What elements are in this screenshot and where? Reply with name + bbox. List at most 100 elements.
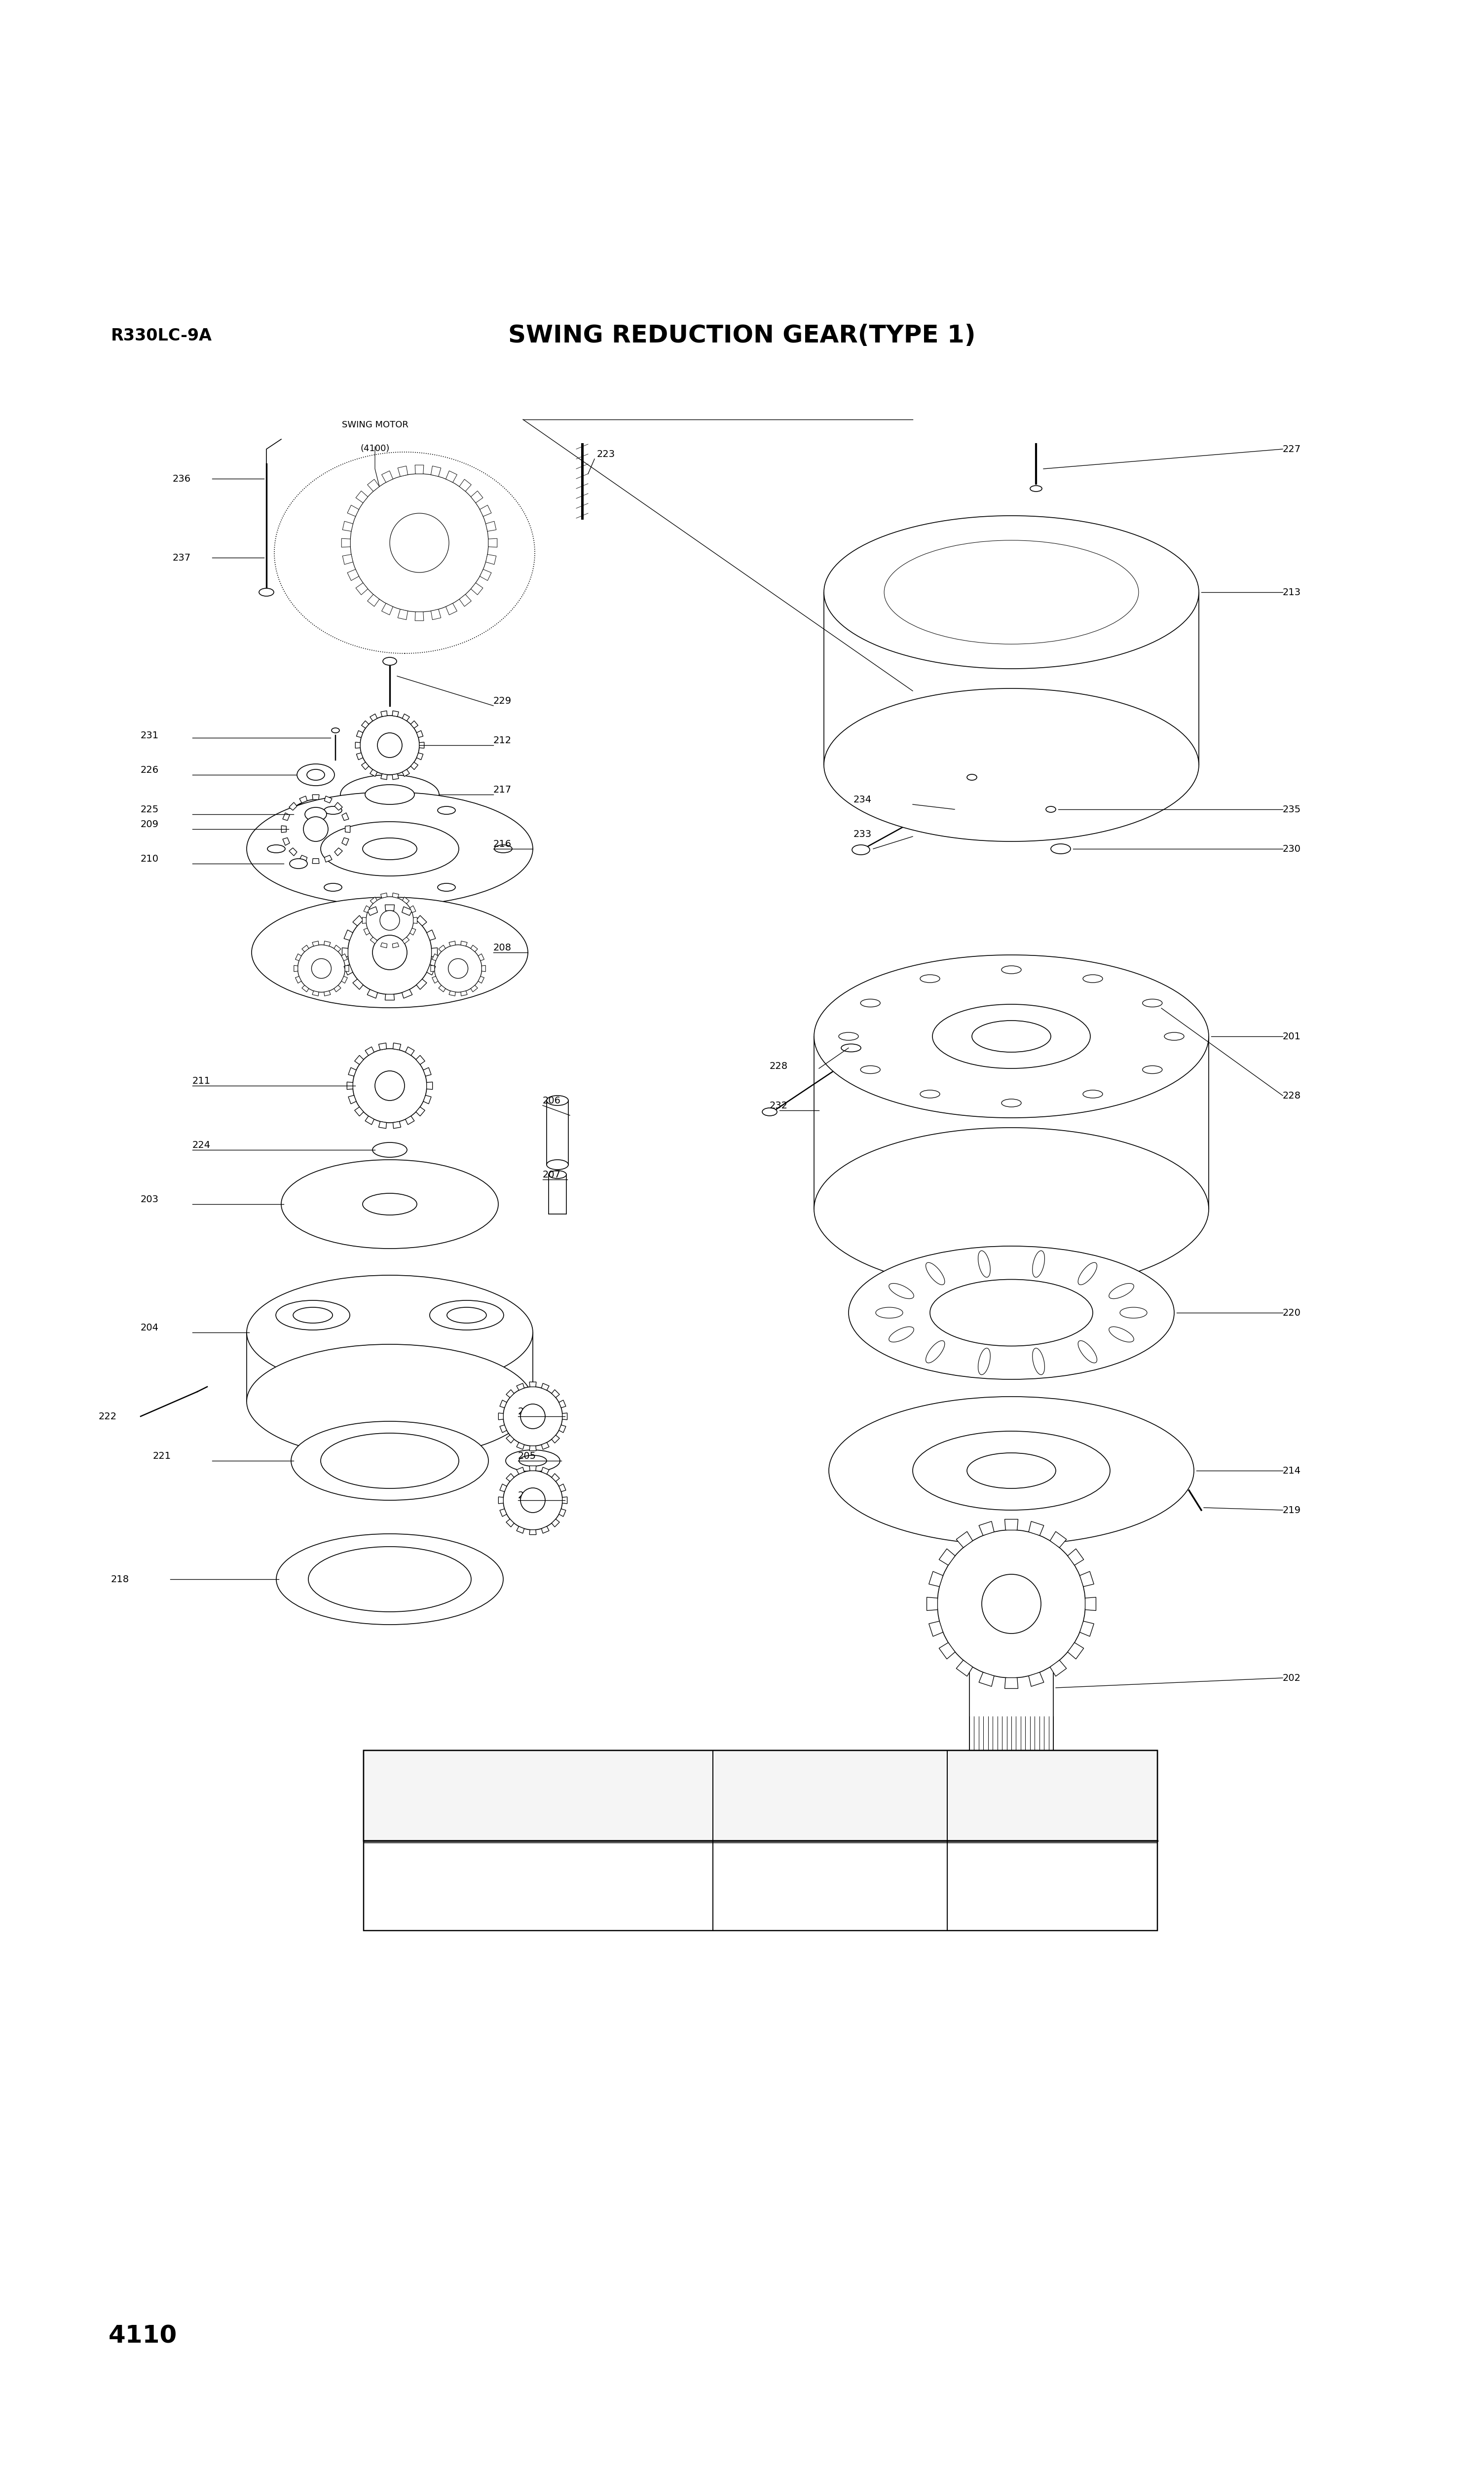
Polygon shape (392, 773, 399, 780)
Ellipse shape (324, 884, 341, 891)
Circle shape (521, 1489, 545, 1513)
Text: 231: 231 (141, 731, 159, 741)
Polygon shape (530, 1467, 536, 1472)
Polygon shape (324, 941, 331, 946)
Text: 211: 211 (193, 1076, 211, 1086)
Polygon shape (364, 906, 370, 914)
Circle shape (347, 911, 432, 995)
Polygon shape (365, 1047, 374, 1054)
Polygon shape (324, 990, 331, 995)
Polygon shape (356, 491, 368, 504)
Ellipse shape (838, 1032, 858, 1039)
Polygon shape (416, 1106, 424, 1116)
Ellipse shape (260, 588, 275, 595)
Ellipse shape (276, 1301, 350, 1331)
Text: 235: 235 (1282, 805, 1301, 815)
Text: 218: 218 (1043, 1881, 1061, 1891)
Polygon shape (439, 946, 445, 951)
Polygon shape (445, 602, 457, 615)
Text: 209: 209 (141, 820, 159, 830)
Text: 206: 206 (543, 1096, 561, 1106)
Polygon shape (341, 812, 349, 820)
Text: 233: 233 (853, 830, 871, 839)
Text: 228: 228 (1282, 1091, 1301, 1101)
Ellipse shape (279, 854, 318, 874)
Polygon shape (410, 928, 416, 936)
Polygon shape (341, 975, 347, 983)
Polygon shape (368, 595, 380, 607)
Polygon shape (499, 1496, 503, 1504)
Ellipse shape (297, 763, 334, 785)
Circle shape (982, 1575, 1040, 1634)
Text: Parts no: Parts no (810, 1790, 849, 1800)
Text: 215: 215 (518, 1407, 536, 1417)
Circle shape (298, 946, 346, 993)
Ellipse shape (1083, 1091, 1103, 1099)
Text: SWING MOTOR: SWING MOTOR (341, 420, 408, 430)
Ellipse shape (861, 1067, 880, 1074)
Polygon shape (325, 795, 332, 802)
Polygon shape (301, 946, 309, 951)
Text: 223: 223 (597, 449, 616, 459)
Polygon shape (552, 1518, 559, 1526)
Ellipse shape (932, 1005, 1091, 1069)
Polygon shape (500, 1509, 506, 1516)
Polygon shape (478, 953, 484, 960)
Text: 203: 203 (141, 1195, 159, 1205)
Polygon shape (343, 948, 349, 958)
Polygon shape (334, 802, 343, 810)
Polygon shape (402, 938, 410, 943)
Polygon shape (956, 1531, 972, 1548)
Polygon shape (500, 1425, 506, 1432)
Ellipse shape (824, 516, 1199, 669)
Polygon shape (344, 931, 353, 941)
Text: 216: 216 (493, 839, 512, 849)
Polygon shape (341, 837, 349, 844)
Polygon shape (381, 602, 393, 615)
Ellipse shape (1002, 1099, 1021, 1106)
Ellipse shape (1143, 1067, 1162, 1074)
Polygon shape (349, 1067, 356, 1076)
Ellipse shape (978, 1252, 990, 1276)
Ellipse shape (438, 884, 456, 891)
Circle shape (367, 896, 414, 943)
Polygon shape (295, 953, 301, 960)
Ellipse shape (876, 1306, 902, 1318)
Text: 222: 222 (98, 1412, 117, 1422)
Polygon shape (1080, 1570, 1094, 1588)
Ellipse shape (1077, 1341, 1097, 1363)
Polygon shape (355, 1106, 364, 1116)
Polygon shape (562, 1496, 567, 1504)
Polygon shape (289, 802, 297, 810)
Polygon shape (341, 953, 347, 960)
Polygon shape (384, 995, 395, 1000)
Circle shape (361, 716, 420, 775)
Text: 201: 201 (1282, 1032, 1301, 1042)
Polygon shape (282, 812, 289, 820)
Ellipse shape (913, 1432, 1110, 1511)
Polygon shape (312, 941, 319, 946)
Polygon shape (347, 506, 359, 516)
Polygon shape (312, 795, 319, 800)
Polygon shape (402, 714, 410, 721)
Polygon shape (1028, 1521, 1043, 1536)
Polygon shape (499, 1412, 503, 1420)
Polygon shape (294, 965, 298, 973)
Ellipse shape (246, 1343, 533, 1459)
Polygon shape (341, 538, 350, 548)
Ellipse shape (1083, 975, 1103, 983)
Polygon shape (398, 610, 408, 620)
Polygon shape (334, 847, 343, 857)
Polygon shape (1005, 1518, 1018, 1531)
Bar (969, 1605, 1054, 1778)
Polygon shape (488, 538, 497, 548)
Polygon shape (402, 770, 410, 775)
Polygon shape (398, 467, 408, 477)
Polygon shape (378, 1121, 386, 1128)
Polygon shape (460, 941, 467, 946)
Polygon shape (470, 985, 478, 993)
Circle shape (435, 946, 482, 993)
Ellipse shape (926, 1262, 945, 1284)
Polygon shape (355, 1054, 364, 1064)
Polygon shape (530, 1447, 536, 1452)
